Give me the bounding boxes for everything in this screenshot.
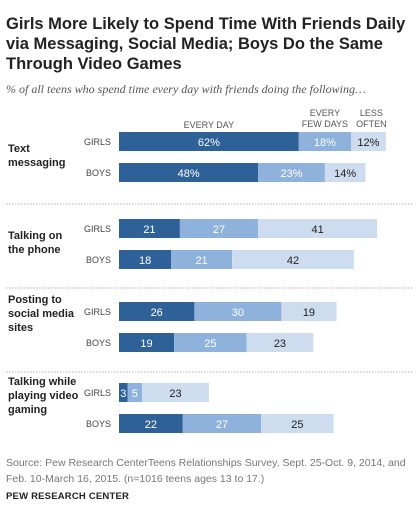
bar-segment-every-few-days <box>171 250 233 269</box>
legend-label-less-often: OFTEN <box>356 119 387 129</box>
chart-title: Girls More Likely to Spend Time With Fri… <box>6 15 406 73</box>
bar-segment-less-often <box>232 250 354 269</box>
bar-value-label: 23 <box>274 338 286 350</box>
bar-value-label: 48% <box>178 168 200 180</box>
category-label: Posting to <box>8 294 62 306</box>
bar-segment-every-few-days <box>179 219 259 238</box>
bar-value-label: 18 <box>139 255 151 267</box>
bar-value-label: 23% <box>281 168 303 180</box>
row-label-boys: BOYS <box>86 255 111 265</box>
row-label-girls: GIRLS <box>84 224 111 234</box>
row-label-girls: GIRLS <box>84 307 111 317</box>
row-label-girls: GIRLS <box>84 388 111 398</box>
legend-label-less-often: LESS <box>360 108 383 118</box>
bar-segment-less-often <box>281 302 337 321</box>
bar-segment-less-often <box>351 132 386 151</box>
bar-value-label: 25 <box>204 338 216 350</box>
category-label: Text <box>8 143 30 155</box>
bar-segment-less-often <box>142 383 209 402</box>
category-label: the phone <box>8 244 61 256</box>
bar-segment-every-few-days <box>182 414 262 433</box>
bar-segment-every-day <box>119 302 195 321</box>
bar-value-label: 19 <box>303 307 315 319</box>
bar-segment-every-few-days <box>194 302 282 321</box>
bar-value-label: 22 <box>145 419 157 431</box>
legend-label-every-day: EVERY DAY <box>184 120 235 130</box>
bar-value-label: 26 <box>151 307 163 319</box>
bar-segment-less-often <box>258 219 378 238</box>
chart-subtitle: % of all teens who spend time every day … <box>6 82 366 96</box>
category-label: playing video <box>8 390 79 402</box>
bar-segment-every-day <box>119 219 180 238</box>
bar-value-label: 21 <box>143 224 155 236</box>
bar-segment-every-day <box>119 132 299 151</box>
bar-value-label: 27 <box>213 224 225 236</box>
bar-value-label: 42 <box>287 255 299 267</box>
legend-label-every-few-days: EVERY <box>310 108 340 118</box>
category-label: gaming <box>8 404 47 416</box>
legend-label-every-few-days: FEW DAYS <box>302 119 348 129</box>
organization-name: PEW RESEARCH CENTER <box>6 491 130 502</box>
row-label-girls: GIRLS <box>84 137 111 147</box>
bar-segment-every-few-days <box>174 333 247 352</box>
bar-segment-every-day <box>119 383 128 402</box>
bar-segment-less-often <box>246 333 314 352</box>
bar-segment-every-few-days <box>258 163 325 182</box>
bar-value-label: 18% <box>314 137 336 149</box>
bar-value-label: 23 <box>169 388 181 400</box>
bar-segment-every-few-days <box>127 383 143 402</box>
row-label-boys: BOYS <box>86 419 111 429</box>
bar-value-label: 41 <box>312 224 324 236</box>
category-label: sites <box>8 322 33 334</box>
bar-segment-less-often <box>261 414 334 433</box>
category-label: social media <box>8 308 75 320</box>
bar-value-label: 62% <box>198 137 220 149</box>
category-label: Talking while <box>8 376 76 388</box>
bar-value-label: 5 <box>132 388 138 400</box>
bar-value-label: 12% <box>357 137 379 149</box>
bar-segment-every-day <box>119 333 175 352</box>
category-label: messaging <box>8 157 65 169</box>
bar-value-label: 30 <box>232 307 244 319</box>
bar-segment-every-day <box>119 414 183 433</box>
bar-segment-every-few-days <box>298 132 351 151</box>
row-label-boys: BOYS <box>86 168 111 178</box>
row-label-boys: BOYS <box>86 338 111 348</box>
bar-segment-every-day <box>119 163 259 182</box>
bar-segment-less-often <box>324 163 366 182</box>
bar-value-label: 25 <box>291 419 303 431</box>
bar-segment-every-day <box>119 250 172 269</box>
category-label: Talking on <box>8 230 62 242</box>
bar-value-label: 27 <box>216 419 228 431</box>
source-note: Source: Pew Research CenterTeens Relatio… <box>6 457 406 485</box>
bar-value-label: 3 <box>120 388 126 400</box>
bar-value-label: 14% <box>334 168 356 180</box>
bar-value-label: 19 <box>140 338 152 350</box>
bar-value-label: 21 <box>196 255 208 267</box>
